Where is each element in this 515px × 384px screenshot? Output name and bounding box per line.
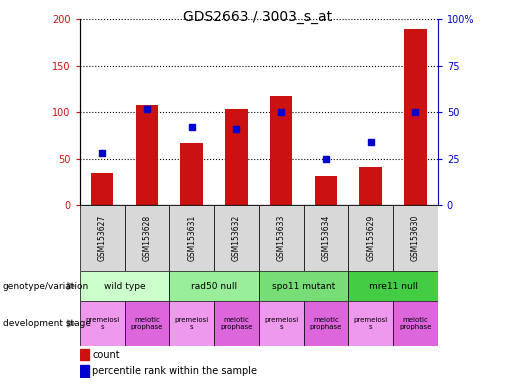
Text: GSM153628: GSM153628 (143, 215, 151, 261)
Bar (259, 301, 303, 346)
Bar (214, 205, 259, 271)
Bar (225, 109, 248, 205)
Text: GSM153631: GSM153631 (187, 215, 196, 261)
Text: meiotic
prophase: meiotic prophase (399, 317, 432, 330)
Bar (303, 205, 348, 271)
Bar (348, 301, 393, 346)
Bar (169, 271, 259, 301)
Bar (169, 205, 214, 271)
Text: mre11 null: mre11 null (369, 281, 418, 291)
Text: development stage: development stage (3, 319, 91, 328)
Text: GSM153630: GSM153630 (411, 215, 420, 261)
Bar (91, 173, 113, 205)
Bar (315, 175, 337, 205)
Bar (125, 301, 169, 346)
Bar (404, 28, 426, 205)
Text: percentile rank within the sample: percentile rank within the sample (92, 366, 258, 376)
Bar (393, 301, 438, 346)
Text: GDS2663 / 3003_s_at: GDS2663 / 3003_s_at (183, 10, 332, 23)
Bar (214, 301, 259, 346)
Bar (80, 365, 89, 377)
Bar (393, 205, 438, 271)
Bar (80, 349, 89, 360)
Text: count: count (92, 350, 120, 360)
Bar (125, 205, 169, 271)
Text: premeiosi
s: premeiosi s (175, 317, 209, 330)
Bar (303, 301, 348, 346)
Bar (169, 301, 214, 346)
Text: wild type: wild type (104, 281, 145, 291)
Bar (359, 167, 382, 205)
Text: premeiosi
s: premeiosi s (264, 317, 298, 330)
Bar (80, 301, 125, 346)
Text: GSM153633: GSM153633 (277, 215, 286, 261)
Text: meiotic
prophase: meiotic prophase (220, 317, 252, 330)
Text: GSM153627: GSM153627 (98, 215, 107, 261)
Bar (259, 205, 303, 271)
Text: meiotic
prophase: meiotic prophase (310, 317, 342, 330)
Text: premeiosi
s: premeiosi s (353, 317, 388, 330)
Bar (136, 105, 158, 205)
Text: GSM153632: GSM153632 (232, 215, 241, 261)
Text: genotype/variation: genotype/variation (3, 281, 89, 291)
Text: GSM153629: GSM153629 (366, 215, 375, 261)
Text: premeiosi
s: premeiosi s (85, 317, 119, 330)
Bar (259, 271, 348, 301)
Bar (348, 205, 393, 271)
Text: GSM153634: GSM153634 (321, 215, 331, 261)
Bar (80, 271, 169, 301)
Bar (180, 143, 203, 205)
Bar (348, 271, 438, 301)
Bar (270, 96, 293, 205)
Text: rad50 null: rad50 null (191, 281, 237, 291)
Bar (80, 205, 125, 271)
Text: spo11 mutant: spo11 mutant (272, 281, 335, 291)
Text: meiotic
prophase: meiotic prophase (131, 317, 163, 330)
